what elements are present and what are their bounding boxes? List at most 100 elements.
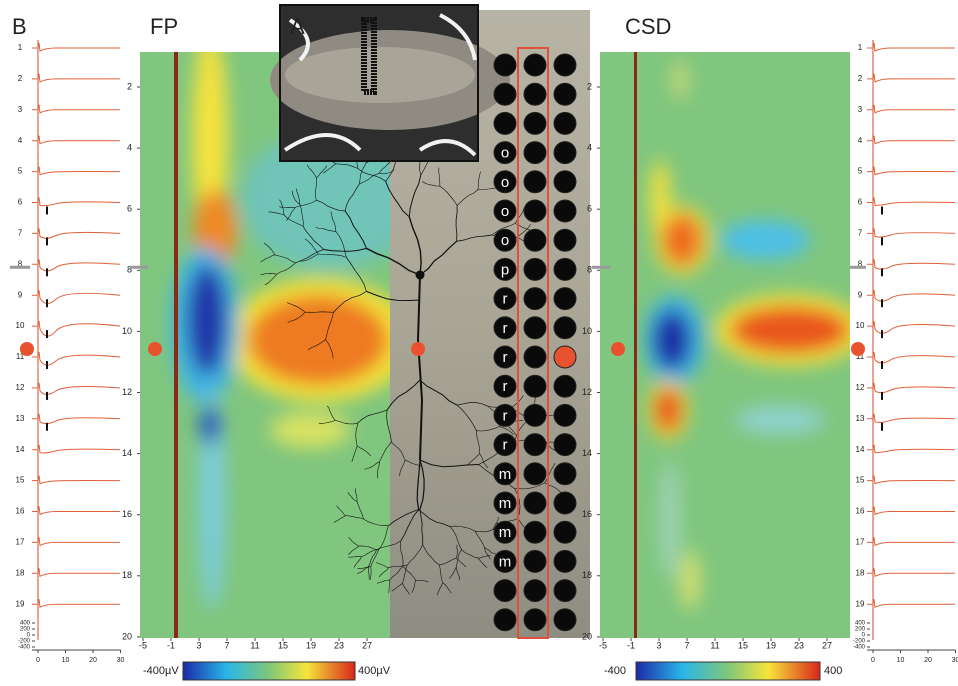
- csd-heatmap: [600, 52, 865, 638]
- channel-label: 17: [856, 538, 865, 547]
- channel-label: 6: [18, 198, 23, 207]
- y-tick-label: 20: [122, 631, 132, 641]
- x-tick-label: -5: [139, 640, 147, 650]
- x-tick-label: 11: [710, 640, 719, 650]
- trace: [867, 507, 955, 515]
- electrode: [524, 200, 546, 222]
- channel-label: 13: [856, 414, 865, 423]
- channel-label: 7: [858, 229, 863, 238]
- electrode-label: m: [499, 495, 512, 512]
- y-tick-label: 18: [122, 570, 132, 580]
- channel-label: 6: [858, 198, 863, 207]
- channel-label: 10: [16, 321, 25, 330]
- electrode: [554, 200, 576, 222]
- trace: [867, 321, 955, 333]
- trace: [867, 537, 955, 545]
- x-tick-label: 0: [871, 657, 875, 664]
- fp-colorbar: [183, 662, 355, 680]
- trace: [32, 445, 120, 453]
- y-tick-label: 10: [122, 326, 132, 336]
- electrode: [554, 521, 576, 543]
- x-tick-label: 30: [952, 657, 958, 664]
- panel-label: A: [290, 14, 305, 39]
- channel-label: 1: [858, 43, 863, 52]
- x-tick-label: 10: [897, 657, 905, 664]
- electrode: [524, 142, 546, 164]
- channel-label: 18: [16, 568, 25, 577]
- electrode-label: r: [503, 291, 508, 308]
- trace: [32, 537, 120, 545]
- trace: [867, 568, 955, 576]
- electrode: [494, 580, 516, 602]
- x-tick-label: -1: [167, 640, 175, 650]
- electrode: [554, 54, 576, 76]
- trace: [867, 352, 955, 363]
- channel-label: 4: [18, 136, 23, 145]
- x-tick-label: 19: [766, 640, 776, 650]
- trace: [32, 507, 120, 515]
- channel-label: 19: [16, 599, 25, 608]
- trace: [867, 599, 955, 607]
- recording-site: [851, 342, 865, 356]
- channel-label: 5: [858, 167, 863, 176]
- channel-label: 12: [856, 383, 865, 392]
- y-tick-label: 10: [582, 326, 592, 336]
- electrode: [554, 580, 576, 602]
- trace: [867, 259, 955, 269]
- trace: [32, 414, 120, 424]
- electrode: [554, 288, 576, 310]
- electrode: [524, 258, 546, 280]
- y-tick-label: 2: [587, 81, 592, 91]
- electrode: [524, 229, 546, 251]
- x-tick-label: 27: [822, 640, 832, 650]
- electrode: [554, 112, 576, 134]
- electrode: [524, 580, 546, 602]
- channel-label: 9: [18, 290, 23, 299]
- electrode-label: m: [499, 466, 512, 483]
- electrode: [554, 492, 576, 514]
- channel-label: 7: [18, 229, 23, 238]
- electrode: [554, 375, 576, 397]
- electrode-label: r: [503, 349, 508, 366]
- recording-site: [20, 342, 34, 356]
- channel-label: 15: [16, 476, 25, 485]
- trace: [32, 228, 120, 238]
- electrode: [554, 83, 576, 105]
- recording-site: [411, 342, 425, 356]
- electrode: [494, 112, 516, 134]
- channel-label: 19: [856, 599, 865, 608]
- channel-label: 3: [18, 105, 23, 114]
- electrode: [554, 229, 576, 251]
- electrode: [524, 550, 546, 572]
- electrode: [554, 434, 576, 456]
- y-tick-label: 18: [582, 570, 592, 580]
- channel-label: 18: [856, 568, 865, 577]
- y-tick-label: 4: [587, 142, 592, 152]
- channel-label: 17: [16, 538, 25, 547]
- electrode: [554, 550, 576, 572]
- y-tick-label: 2: [127, 81, 132, 91]
- x-tick-label: 7: [224, 640, 229, 650]
- electrode: [524, 375, 546, 397]
- channel-label: 12: [16, 383, 25, 392]
- electrode-label: r: [503, 320, 508, 337]
- trace: [32, 136, 120, 144]
- trace: [32, 321, 120, 336]
- x-tick-label: 15: [738, 640, 748, 650]
- electrode: [554, 346, 576, 368]
- scale-label: -400: [18, 645, 31, 651]
- x-tick-label: 19: [306, 640, 316, 650]
- electrode: [494, 83, 516, 105]
- inset-photo: [270, 5, 510, 161]
- y-tick-label: 20: [582, 631, 592, 641]
- trace: [867, 136, 955, 144]
- x-tick-label: 3: [196, 640, 201, 650]
- channel-label: 10: [856, 321, 865, 330]
- trace: [32, 198, 120, 206]
- channel-label: 1: [18, 43, 23, 52]
- trace: [867, 476, 955, 484]
- trace: [867, 198, 955, 206]
- channel-label: 3: [858, 105, 863, 114]
- y-tick-label: 16: [122, 509, 132, 519]
- electrode: [554, 171, 576, 193]
